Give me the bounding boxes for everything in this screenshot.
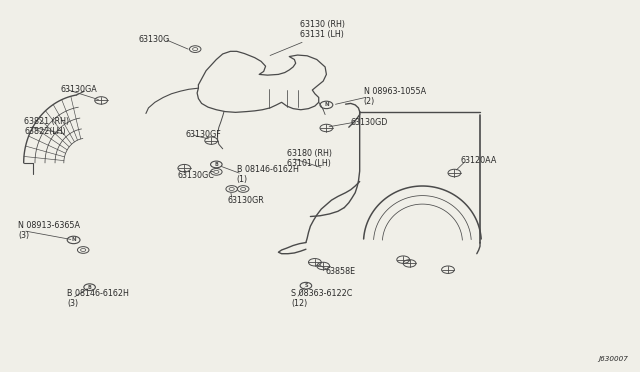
Text: B: B	[88, 285, 92, 290]
Text: S: S	[304, 283, 308, 288]
Text: 63821 (RH)
63822(LH): 63821 (RH) 63822(LH)	[24, 117, 70, 136]
Text: J630007: J630007	[598, 356, 628, 362]
Text: 63130GD: 63130GD	[351, 118, 388, 126]
Text: 63130GR: 63130GR	[227, 196, 264, 205]
Text: 63130GF: 63130GF	[186, 130, 221, 139]
Text: B: B	[214, 162, 218, 167]
Text: B 08146-6162H
(3): B 08146-6162H (3)	[67, 289, 129, 308]
Text: N: N	[324, 102, 329, 108]
Text: 63130GC: 63130GC	[178, 171, 215, 180]
Text: N 08913-6365A
(3): N 08913-6365A (3)	[18, 221, 80, 240]
Text: 63180 (RH)
63101 (LH): 63180 (RH) 63101 (LH)	[287, 148, 332, 168]
Text: 63858E: 63858E	[325, 267, 355, 276]
Text: N: N	[71, 237, 76, 243]
Text: 63120AA: 63120AA	[461, 156, 497, 165]
Text: B 08146-6162H
(1): B 08146-6162H (1)	[237, 164, 299, 184]
Text: S 08363-6122C
(12): S 08363-6122C (12)	[291, 289, 353, 308]
Text: 63130GA: 63130GA	[61, 85, 97, 94]
Text: 63130G: 63130G	[138, 35, 170, 44]
Text: 63130 (RH)
63131 (LH): 63130 (RH) 63131 (LH)	[300, 20, 344, 39]
Text: N 08963-1055A
(2): N 08963-1055A (2)	[364, 87, 426, 106]
